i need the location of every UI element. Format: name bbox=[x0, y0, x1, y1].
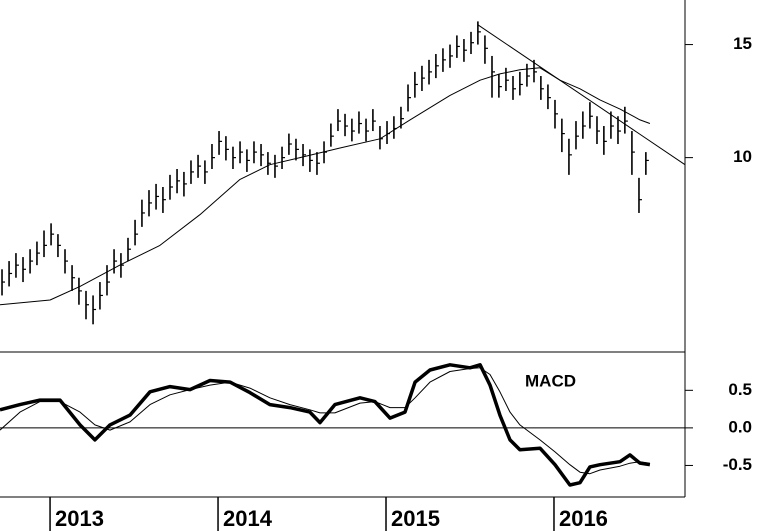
x-tick-label: 2016 bbox=[559, 506, 608, 531]
x-tick-label: 2014 bbox=[223, 506, 273, 531]
x-tick-label: 2013 bbox=[55, 506, 104, 531]
macd-line bbox=[0, 363, 651, 487]
y-tick-label: 10 bbox=[733, 147, 752, 166]
moving-average bbox=[0, 67, 651, 306]
y-tick-label: 15 bbox=[733, 34, 752, 53]
trendline bbox=[477, 24, 686, 166]
y-tick-label: 0.0 bbox=[728, 417, 752, 436]
y-tick-label: 0.5 bbox=[728, 380, 752, 399]
x-tick-label: 2015 bbox=[391, 506, 440, 531]
annotation: MACD bbox=[525, 371, 576, 390]
macd-line bbox=[0, 367, 650, 475]
y-tick-label: -0.5 bbox=[723, 455, 752, 474]
